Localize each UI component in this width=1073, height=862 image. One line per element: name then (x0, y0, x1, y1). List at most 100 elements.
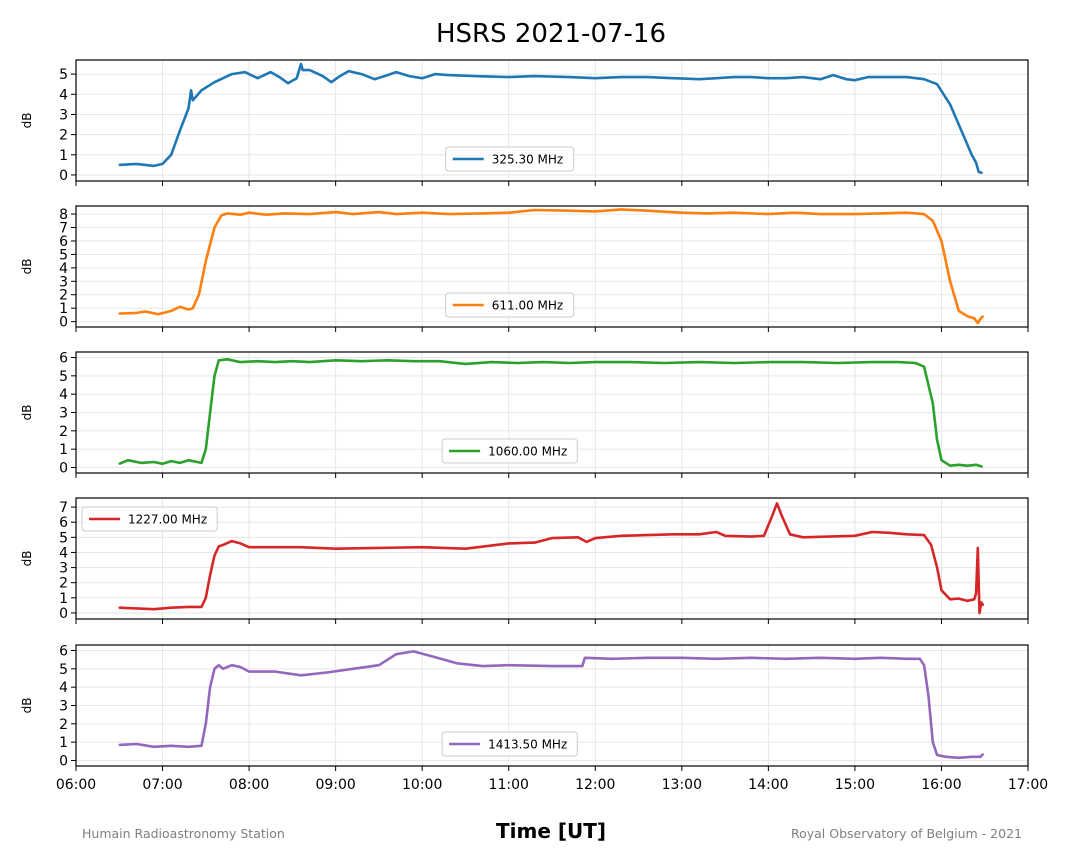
data-point (386, 74, 389, 76)
y-tick-label: 1 (59, 442, 68, 458)
data-point (854, 657, 856, 660)
data-point (200, 606, 203, 608)
y-tick-label: 0 (59, 754, 68, 770)
data-point (360, 73, 363, 75)
data-point (153, 461, 155, 463)
data-point (936, 439, 938, 441)
data-point (750, 656, 752, 659)
data-point (455, 662, 458, 665)
y-tick-label: 4 (59, 387, 68, 403)
legend-label: 1060.00 MHz (488, 445, 567, 459)
panel-1: 0 1 2 3 4 5 dB 325.30 MHz (20, 59, 1029, 186)
data-point (204, 722, 207, 725)
data-point (982, 604, 984, 607)
y-tick-label: 2 (59, 128, 68, 144)
x-tick-label: 08:00 (229, 777, 269, 793)
data-point (828, 535, 830, 538)
data-point (265, 213, 268, 216)
data-point (802, 536, 804, 539)
data-point (936, 754, 938, 756)
data-point (880, 656, 882, 659)
legend-box (445, 146, 575, 172)
data-point (256, 360, 259, 363)
data-point (170, 153, 173, 156)
data-point (966, 315, 969, 318)
y-tick-label: 6 (59, 644, 68, 660)
data-point (473, 75, 475, 77)
data-point (187, 308, 190, 311)
data-point (395, 71, 398, 73)
data-point (421, 211, 424, 214)
data-point (200, 462, 203, 464)
data-point (982, 315, 984, 318)
data-point (464, 547, 467, 550)
data-point (300, 546, 302, 549)
y-tick-label: 1 (59, 301, 68, 317)
data-point (620, 76, 623, 78)
data-point (888, 76, 891, 78)
data-point (776, 502, 778, 505)
data-point (179, 305, 181, 308)
y-tick-label: 1 (59, 591, 68, 607)
data-point (204, 596, 207, 599)
x-axis-label: Time [UT] (496, 819, 606, 843)
data-point (170, 460, 173, 462)
legend: 325.30 MHz (445, 146, 575, 172)
data-point (217, 664, 220, 667)
data-point (966, 464, 969, 467)
data-point (936, 566, 938, 569)
data-point (187, 606, 190, 608)
data-point (646, 209, 649, 212)
data-point (326, 671, 328, 674)
data-point (732, 76, 735, 78)
data-point (771, 513, 774, 516)
y-axis-label: dB (20, 259, 34, 275)
x-tick-label: 12:00 (575, 777, 615, 793)
data-point (187, 745, 190, 748)
data-point (135, 607, 138, 610)
data-point (291, 360, 294, 363)
data-point (568, 362, 571, 364)
data-point (763, 534, 765, 537)
data-point (490, 361, 493, 363)
data-point (905, 657, 908, 660)
data-point (507, 76, 510, 78)
data-point (750, 76, 752, 78)
data-point (334, 211, 337, 214)
data-point (230, 73, 233, 75)
data-point (339, 75, 341, 77)
data-point (620, 534, 623, 537)
data-point (274, 546, 276, 549)
data-point (301, 69, 304, 71)
data-point (784, 657, 787, 660)
x-tick-label: 09:00 (315, 777, 355, 793)
data-point (200, 89, 203, 92)
data-point (378, 211, 380, 214)
data-point (191, 307, 194, 310)
y-tick-label: 0 (59, 461, 68, 477)
data-point (481, 665, 484, 667)
data-point (226, 358, 229, 361)
data-point (715, 531, 718, 533)
data-point (663, 362, 666, 364)
x-tick-label: 13:00 (662, 777, 702, 793)
data-point (957, 756, 960, 759)
data-point (931, 741, 934, 744)
panel-5: 0 1 2 3 4 5 6 dB 1413.50 MHz 06:00 07:00 08:00 09:00… (20, 644, 1048, 794)
y-tick-label: 4 (59, 261, 68, 277)
data-point (585, 541, 588, 543)
legend: 611.00 MHz (445, 292, 575, 318)
data-point (248, 211, 251, 214)
data-point (568, 76, 571, 78)
data-point (970, 755, 973, 758)
data-point (940, 240, 943, 242)
data-point (867, 76, 869, 78)
data-point (239, 361, 242, 363)
x-tick-label: 07:00 (142, 777, 182, 793)
data-point (646, 656, 649, 659)
data-point (542, 361, 545, 363)
data-point (767, 361, 770, 363)
data-point (239, 542, 242, 545)
